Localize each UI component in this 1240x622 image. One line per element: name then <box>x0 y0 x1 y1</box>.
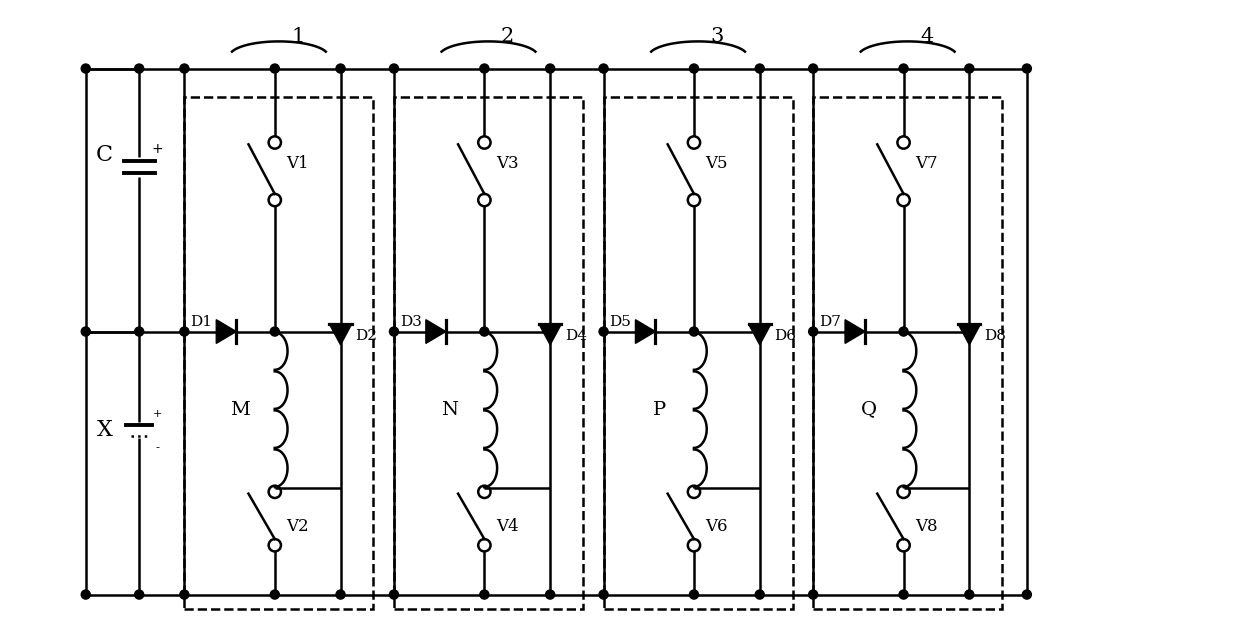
Text: C: C <box>97 144 113 166</box>
Text: V7: V7 <box>915 154 937 172</box>
Polygon shape <box>749 324 771 345</box>
Polygon shape <box>216 320 237 343</box>
Circle shape <box>899 590 908 599</box>
Text: V5: V5 <box>706 154 728 172</box>
Text: V2: V2 <box>286 518 309 536</box>
Circle shape <box>965 64 973 73</box>
Polygon shape <box>635 320 656 343</box>
Circle shape <box>755 64 764 73</box>
Circle shape <box>808 590 817 599</box>
Circle shape <box>546 64 554 73</box>
Text: +: + <box>151 142 164 156</box>
Circle shape <box>808 327 817 336</box>
Circle shape <box>82 327 91 336</box>
Text: -: - <box>155 442 159 452</box>
Text: D6: D6 <box>775 328 796 343</box>
Text: 3: 3 <box>711 27 724 47</box>
Text: P: P <box>652 401 666 419</box>
Circle shape <box>480 327 489 336</box>
Circle shape <box>135 590 144 599</box>
Circle shape <box>389 64 398 73</box>
Text: 4: 4 <box>920 27 934 47</box>
Circle shape <box>599 64 608 73</box>
Text: V6: V6 <box>706 518 728 536</box>
Circle shape <box>82 64 91 73</box>
Circle shape <box>480 590 489 599</box>
Text: Q: Q <box>861 401 877 419</box>
Circle shape <box>336 590 345 599</box>
Circle shape <box>336 64 345 73</box>
Text: D7: D7 <box>820 315 841 328</box>
Text: V1: V1 <box>286 154 309 172</box>
Circle shape <box>135 327 144 336</box>
Circle shape <box>336 327 345 336</box>
Text: N: N <box>441 401 459 419</box>
Circle shape <box>689 327 698 336</box>
Text: +: + <box>153 409 162 419</box>
Text: V4: V4 <box>496 518 518 536</box>
Polygon shape <box>539 324 562 345</box>
Text: M: M <box>231 401 250 419</box>
Text: V8: V8 <box>915 518 937 536</box>
Circle shape <box>389 327 398 336</box>
Circle shape <box>965 327 973 336</box>
Circle shape <box>1022 590 1032 599</box>
Circle shape <box>599 327 608 336</box>
Circle shape <box>899 64 908 73</box>
Circle shape <box>689 64 698 73</box>
Polygon shape <box>844 320 866 343</box>
Text: D5: D5 <box>610 315 631 328</box>
Text: D4: D4 <box>565 328 587 343</box>
Text: 2: 2 <box>501 27 515 47</box>
Circle shape <box>389 590 398 599</box>
Circle shape <box>480 64 489 73</box>
Circle shape <box>755 590 764 599</box>
Circle shape <box>689 590 698 599</box>
Circle shape <box>180 327 188 336</box>
Circle shape <box>135 64 144 73</box>
Circle shape <box>546 590 554 599</box>
Circle shape <box>599 590 608 599</box>
Circle shape <box>82 590 91 599</box>
Circle shape <box>270 590 279 599</box>
Polygon shape <box>330 324 352 345</box>
Text: D2: D2 <box>356 328 377 343</box>
Circle shape <box>808 64 817 73</box>
Circle shape <box>546 327 554 336</box>
Text: X: X <box>97 419 113 441</box>
Text: V3: V3 <box>496 154 518 172</box>
Circle shape <box>1022 64 1032 73</box>
Polygon shape <box>425 320 446 343</box>
Text: D3: D3 <box>399 315 422 328</box>
Circle shape <box>755 327 764 336</box>
Circle shape <box>180 64 188 73</box>
Circle shape <box>270 64 279 73</box>
Text: 1: 1 <box>291 27 305 47</box>
Polygon shape <box>959 324 981 345</box>
Circle shape <box>899 327 908 336</box>
Text: D1: D1 <box>190 315 212 328</box>
Circle shape <box>965 590 973 599</box>
Circle shape <box>180 590 188 599</box>
Text: D8: D8 <box>985 328 1006 343</box>
Circle shape <box>270 327 279 336</box>
